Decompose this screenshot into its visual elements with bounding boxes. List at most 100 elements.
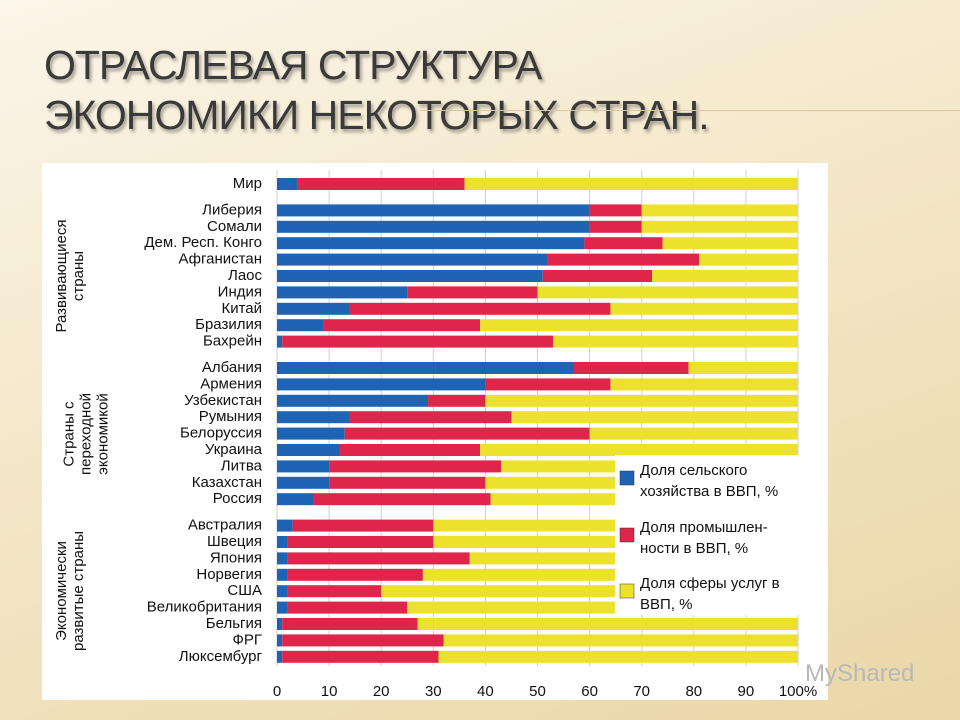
- bar-segment: [277, 585, 288, 598]
- watermark: MyShared: [805, 660, 915, 687]
- bar-segment: [553, 335, 798, 348]
- bar-segment: [438, 650, 798, 663]
- bar-segment: [589, 204, 642, 217]
- x-tick-label: 40: [477, 683, 494, 700]
- bar-segment: [282, 634, 444, 647]
- group-label: Экономически развитые страны: [53, 531, 87, 652]
- group-label: Развивающиеся страны: [53, 219, 87, 333]
- bar-segment: [277, 394, 429, 407]
- bar-segment: [277, 476, 330, 489]
- bar-segment: [511, 411, 798, 424]
- bar-segment: [277, 253, 548, 266]
- bar-segment: [610, 378, 798, 391]
- bar-segment: [277, 618, 283, 630]
- x-tick-label: 50: [529, 683, 546, 700]
- bar-segment: [277, 286, 408, 299]
- x-tick-label: 90: [738, 683, 755, 700]
- bar-segment: [277, 335, 283, 348]
- bar-segment: [282, 650, 439, 663]
- category-label: Швеция: [207, 533, 262, 550]
- bar-segment: [485, 394, 798, 407]
- bar-segment: [277, 427, 345, 440]
- bar-segment: [339, 444, 481, 456]
- bar-segment: [547, 253, 700, 266]
- category-label: Япония: [210, 549, 262, 566]
- bar-segment: [480, 319, 798, 332]
- category-label: Индия: [218, 283, 262, 300]
- category-label: Великобритания: [147, 599, 262, 616]
- bar-segment: [277, 270, 543, 282]
- category-label: Дем. Респ. Конго: [144, 234, 262, 251]
- bar-segment: [688, 362, 798, 374]
- bar-segment: [297, 178, 465, 190]
- bar-segment: [277, 568, 288, 581]
- legend-swatch: [619, 527, 635, 543]
- legend-swatch: [619, 470, 635, 486]
- bar-segment: [277, 444, 340, 456]
- category-label: Норвегия: [196, 566, 262, 583]
- category-label: Либерия: [202, 201, 262, 218]
- bar-segment: [344, 427, 590, 440]
- category-label: Россия: [213, 490, 262, 507]
- bar-segment: [277, 220, 590, 233]
- category-label: Узбекистан: [184, 392, 262, 409]
- legend-label: Доля сферы услуг в ВВП, %: [640, 575, 780, 613]
- category-label: Сомали: [207, 218, 262, 235]
- category-label: Австралия: [188, 517, 262, 534]
- bar-segment: [282, 618, 418, 630]
- x-tick-label: 80: [685, 683, 702, 700]
- bar-segment: [313, 493, 491, 506]
- bar-segment: [589, 220, 642, 233]
- bar-segment: [287, 585, 382, 598]
- bar-segment: [277, 411, 350, 424]
- bar-segment: [652, 270, 798, 282]
- x-tick-label: 100%: [779, 683, 817, 700]
- divider: [420, 110, 960, 111]
- x-tick-label: 60: [581, 683, 598, 700]
- category-label: Мир: [233, 175, 262, 192]
- category-label: Бельгия: [206, 615, 262, 632]
- group-label: Страны с переходной экономикой: [60, 392, 112, 475]
- bar-segment: [287, 601, 408, 614]
- bar-segment: [277, 204, 590, 217]
- bar-segment: [349, 411, 512, 424]
- category-label: Китай: [221, 300, 262, 317]
- bar-segment: [537, 286, 798, 299]
- bar-segment: [277, 552, 288, 565]
- bar-segment: [282, 335, 554, 348]
- category-label: ФРГ: [232, 631, 262, 648]
- category-label: Украина: [205, 441, 263, 458]
- bar-segment: [480, 444, 798, 456]
- bar-segment: [662, 237, 798, 250]
- category-label: Бахрейн: [203, 333, 262, 350]
- bar-segment: [329, 476, 486, 489]
- category-label: Румыния: [199, 408, 262, 425]
- bar-segment: [641, 204, 798, 217]
- bar-segment: [349, 302, 611, 315]
- bar-segment: [407, 286, 538, 299]
- bar-segment: [277, 378, 486, 391]
- legend-label: Доля сельского хозяйства в ВВП, %: [640, 462, 779, 500]
- legend-box: [615, 455, 800, 615]
- x-tick-label: 20: [373, 683, 390, 700]
- bar-segment: [277, 319, 324, 332]
- category-label: США: [227, 582, 262, 599]
- category-label: Литва: [221, 457, 263, 474]
- bar-segment: [443, 634, 798, 647]
- bar-segment: [542, 270, 653, 282]
- bar-segment: [277, 519, 293, 532]
- bar-segment: [485, 378, 611, 391]
- bar-segment: [292, 519, 434, 532]
- bar-segment: [699, 253, 798, 266]
- category-label: Белоруссия: [180, 425, 262, 442]
- bar-segment: [277, 650, 283, 663]
- bar-segment: [610, 302, 798, 315]
- bar-segment: [417, 618, 798, 630]
- category-label: Афганистан: [179, 251, 263, 268]
- x-tick-label: 10: [321, 683, 338, 700]
- bar-segment: [573, 362, 689, 374]
- bar-segment: [589, 427, 798, 440]
- bar-segment: [329, 460, 502, 473]
